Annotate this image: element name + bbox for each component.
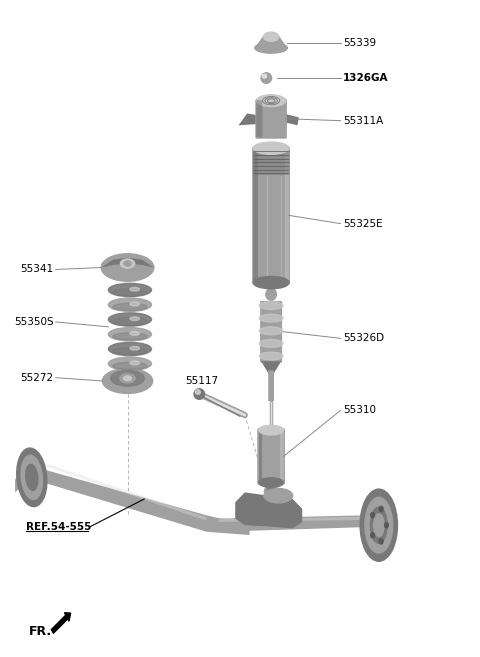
Ellipse shape — [194, 389, 204, 399]
Ellipse shape — [253, 142, 289, 154]
Ellipse shape — [102, 369, 153, 394]
Polygon shape — [235, 492, 302, 528]
Text: 1326GA: 1326GA — [343, 73, 388, 83]
Ellipse shape — [108, 298, 152, 311]
Ellipse shape — [120, 259, 135, 268]
Text: 55341: 55341 — [20, 265, 53, 275]
Polygon shape — [218, 515, 364, 532]
Circle shape — [384, 522, 388, 528]
Text: 55117: 55117 — [185, 376, 218, 386]
Circle shape — [379, 507, 383, 512]
Ellipse shape — [195, 390, 200, 394]
Ellipse shape — [130, 287, 140, 291]
Ellipse shape — [371, 507, 387, 543]
Circle shape — [371, 512, 374, 518]
FancyBboxPatch shape — [255, 99, 287, 139]
Ellipse shape — [108, 342, 152, 355]
Polygon shape — [239, 114, 259, 125]
Text: 55326D: 55326D — [343, 333, 384, 344]
Ellipse shape — [259, 352, 283, 360]
Ellipse shape — [267, 487, 276, 495]
Polygon shape — [255, 32, 288, 48]
Ellipse shape — [120, 374, 135, 383]
Ellipse shape — [26, 464, 38, 490]
Bar — [253, 148, 258, 283]
Text: 55310: 55310 — [343, 405, 376, 415]
Ellipse shape — [257, 95, 286, 106]
Ellipse shape — [373, 514, 384, 537]
Text: 55325E: 55325E — [343, 219, 383, 229]
Polygon shape — [101, 258, 154, 267]
Polygon shape — [261, 361, 281, 373]
Circle shape — [371, 533, 374, 538]
Ellipse shape — [130, 317, 140, 321]
Ellipse shape — [17, 448, 47, 507]
Ellipse shape — [261, 73, 272, 83]
Ellipse shape — [113, 348, 147, 355]
Ellipse shape — [365, 497, 393, 553]
FancyBboxPatch shape — [256, 100, 263, 137]
Ellipse shape — [130, 346, 140, 350]
Ellipse shape — [108, 357, 152, 371]
Ellipse shape — [124, 376, 132, 380]
Circle shape — [379, 539, 383, 544]
Ellipse shape — [360, 489, 397, 561]
Ellipse shape — [113, 304, 147, 311]
Ellipse shape — [266, 288, 276, 300]
FancyBboxPatch shape — [260, 301, 282, 363]
Ellipse shape — [113, 288, 147, 296]
Ellipse shape — [259, 302, 283, 309]
Ellipse shape — [259, 327, 283, 334]
Ellipse shape — [255, 43, 288, 53]
Polygon shape — [39, 461, 206, 520]
Text: 55339: 55339 — [343, 38, 376, 49]
Ellipse shape — [259, 314, 283, 322]
Ellipse shape — [113, 318, 147, 325]
Ellipse shape — [130, 361, 140, 365]
Ellipse shape — [253, 277, 289, 289]
Ellipse shape — [113, 332, 147, 340]
FancyBboxPatch shape — [252, 147, 290, 284]
Text: REF.54-555: REF.54-555 — [25, 522, 91, 532]
Ellipse shape — [124, 261, 131, 266]
Text: 55311A: 55311A — [343, 116, 383, 125]
Bar — [259, 430, 263, 483]
Ellipse shape — [130, 302, 140, 306]
Text: 55272: 55272 — [20, 373, 53, 382]
Polygon shape — [218, 516, 364, 522]
Ellipse shape — [264, 485, 278, 498]
Ellipse shape — [259, 340, 283, 348]
Ellipse shape — [111, 371, 144, 386]
Ellipse shape — [264, 32, 279, 41]
FancyBboxPatch shape — [257, 428, 285, 484]
FancyBboxPatch shape — [268, 371, 274, 401]
Ellipse shape — [101, 254, 154, 281]
Ellipse shape — [108, 328, 152, 341]
Polygon shape — [283, 114, 299, 125]
Ellipse shape — [108, 283, 152, 296]
Ellipse shape — [21, 455, 43, 499]
FancyArrow shape — [51, 613, 71, 633]
Ellipse shape — [264, 488, 293, 503]
Text: FR.: FR. — [28, 625, 51, 638]
Ellipse shape — [130, 332, 140, 335]
Text: 55350S: 55350S — [14, 317, 53, 327]
Ellipse shape — [262, 74, 266, 78]
Ellipse shape — [259, 478, 284, 487]
Bar — [280, 430, 284, 483]
FancyBboxPatch shape — [252, 148, 289, 175]
Bar — [285, 148, 289, 283]
Ellipse shape — [113, 362, 147, 370]
Ellipse shape — [259, 425, 284, 435]
Polygon shape — [15, 460, 250, 535]
Ellipse shape — [108, 313, 152, 326]
